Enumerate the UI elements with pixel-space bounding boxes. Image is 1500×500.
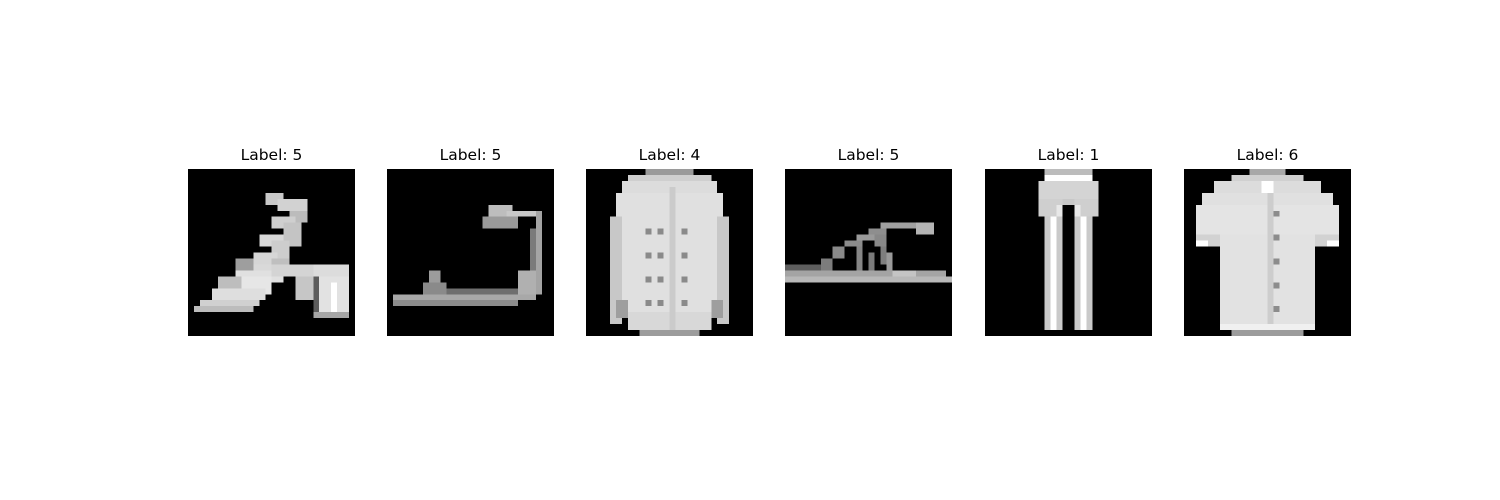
trouser-pixels bbox=[985, 169, 1152, 336]
coat-pixels bbox=[586, 169, 753, 336]
image-panel-3: Label: 4 bbox=[586, 145, 753, 337]
coat-image bbox=[586, 169, 753, 336]
shirt-image bbox=[1184, 169, 1351, 336]
panel-title: Label: 4 bbox=[638, 146, 701, 164]
flat-sandal-image bbox=[387, 169, 554, 336]
high-heel-sandal-image bbox=[188, 169, 355, 336]
panel-title: Label: 5 bbox=[837, 146, 900, 164]
panel-title: Label: 1 bbox=[1037, 146, 1100, 164]
panel-title: Label: 5 bbox=[439, 146, 502, 164]
image-panel-1: Label: 5 bbox=[188, 145, 355, 337]
strappy-sandal-pixels bbox=[785, 169, 952, 336]
high-heel-sandal-pixels bbox=[188, 169, 355, 336]
flat-sandal-pixels bbox=[387, 169, 554, 336]
image-panel-5: Label: 1 bbox=[985, 145, 1152, 337]
trouser-image bbox=[985, 169, 1152, 336]
panel-title: Label: 6 bbox=[1236, 146, 1299, 164]
image-panel-6: Label: 6 bbox=[1184, 145, 1351, 337]
image-panel-4: Label: 5 bbox=[785, 145, 952, 337]
panel-title: Label: 5 bbox=[240, 146, 303, 164]
shirt-pixels bbox=[1184, 169, 1351, 336]
image-panel-2: Label: 5 bbox=[387, 145, 554, 337]
strappy-sandal-image bbox=[785, 169, 952, 336]
